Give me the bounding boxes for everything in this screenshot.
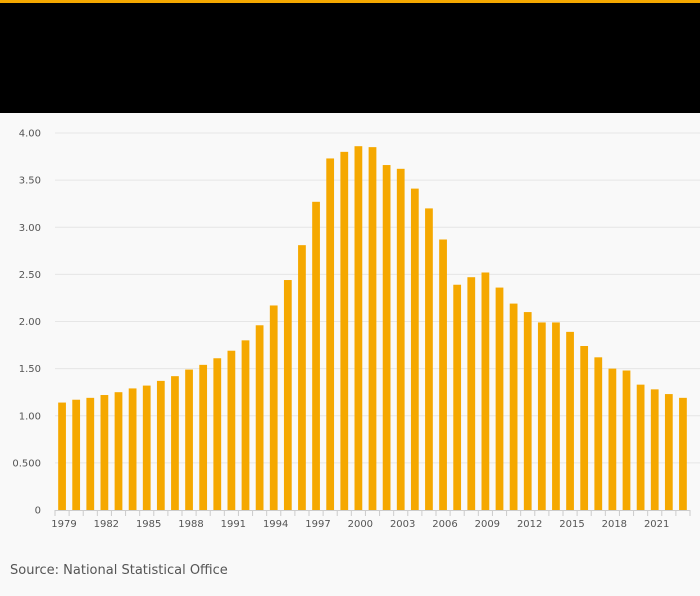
bar-2011 (509, 303, 518, 510)
x-tick-label: 1988 (178, 519, 203, 530)
bar-2016 (580, 346, 589, 510)
bar-2017 (594, 357, 603, 510)
bar-2010 (495, 287, 504, 510)
bar-1995 (283, 280, 292, 510)
chart-area: 0 0.500 1.00 1.50 2.00 2.50 3.00 3.50 4.00 1979 19… (0, 113, 700, 553)
bar-2023 (679, 397, 687, 510)
source-note: Source: National Statistical Office (10, 563, 228, 578)
x-tick-label: 1997 (305, 519, 330, 530)
accent-bar (0, 0, 700, 3)
bar-chart: 0 0.500 1.00 1.50 2.00 2.50 3.00 3.50 4.00 1979 19… (12, 129, 700, 530)
bar-1985 (142, 385, 151, 510)
bar-1991 (227, 350, 236, 510)
bar-2019 (622, 370, 631, 510)
y-tick-label: 1.50 (19, 364, 41, 375)
bar-1992 (241, 340, 250, 510)
x-tick-label: 1991 (221, 519, 246, 530)
bar-2000 (354, 146, 363, 510)
bar-1994 (269, 305, 278, 510)
bar-2012 (523, 312, 532, 510)
x-tick-label: 2009 (475, 519, 500, 530)
bar-2005 (425, 208, 433, 510)
bar-2018 (608, 368, 617, 510)
x-tick-label: 2012 (517, 519, 542, 530)
bar-2007 (453, 284, 462, 510)
bar-1999 (340, 151, 349, 510)
bar-1990 (213, 358, 222, 510)
y-tick-label: 1.00 (19, 411, 41, 422)
x-tick-label: 1982 (94, 519, 119, 530)
x-tick-label: 2003 (390, 519, 415, 530)
bar-2008 (467, 277, 476, 510)
x-tick-label: 1979 (51, 519, 76, 530)
bar-1987 (171, 376, 179, 510)
bar-1979 (58, 402, 66, 510)
y-tick-label: 2.00 (19, 317, 41, 328)
bar-2002 (382, 165, 391, 511)
bar-2020 (636, 384, 645, 510)
x-tick-label: 2021 (644, 519, 669, 530)
bar-1997 (312, 201, 320, 510)
x-tick-label: 2000 (348, 519, 373, 530)
bar-2006 (439, 239, 447, 510)
x-tick-label: 2018 (602, 519, 627, 530)
x-tick-label: 1994 (263, 519, 288, 530)
bar-2021 (650, 389, 659, 510)
x-tick-label: 1985 (136, 519, 161, 530)
y-tick-label: 2.50 (19, 270, 41, 281)
bar-1989 (199, 364, 208, 510)
x-tick-label: 2006 (432, 519, 457, 530)
bar-2009 (481, 272, 490, 510)
bar-2003 (396, 168, 405, 510)
bar-2014 (552, 322, 560, 510)
bar-1980 (72, 399, 81, 510)
bar-1986 (156, 380, 165, 510)
y-tick-label: 3.00 (19, 223, 41, 234)
bar-1981 (86, 397, 95, 510)
bar-1984 (128, 388, 137, 510)
y-tick-label: 3.50 (19, 176, 41, 187)
bar-1998 (326, 158, 335, 510)
bar-2013 (537, 322, 546, 510)
bar-1993 (255, 325, 264, 510)
bar-2001 (368, 147, 377, 510)
y-tick-label: 0.500 (12, 458, 41, 469)
bar-1988 (185, 369, 193, 510)
bar-1996 (298, 245, 306, 510)
y-tick-label: 0 (35, 506, 41, 517)
header-band (0, 3, 700, 113)
x-tick-label: 2015 (559, 519, 584, 530)
bar-2015 (566, 331, 574, 510)
bar-1982 (100, 395, 109, 510)
bar-1983 (114, 392, 123, 510)
bar-2004 (410, 188, 419, 511)
bar-2022 (664, 394, 673, 510)
y-tick-label: 4.00 (19, 129, 41, 140)
